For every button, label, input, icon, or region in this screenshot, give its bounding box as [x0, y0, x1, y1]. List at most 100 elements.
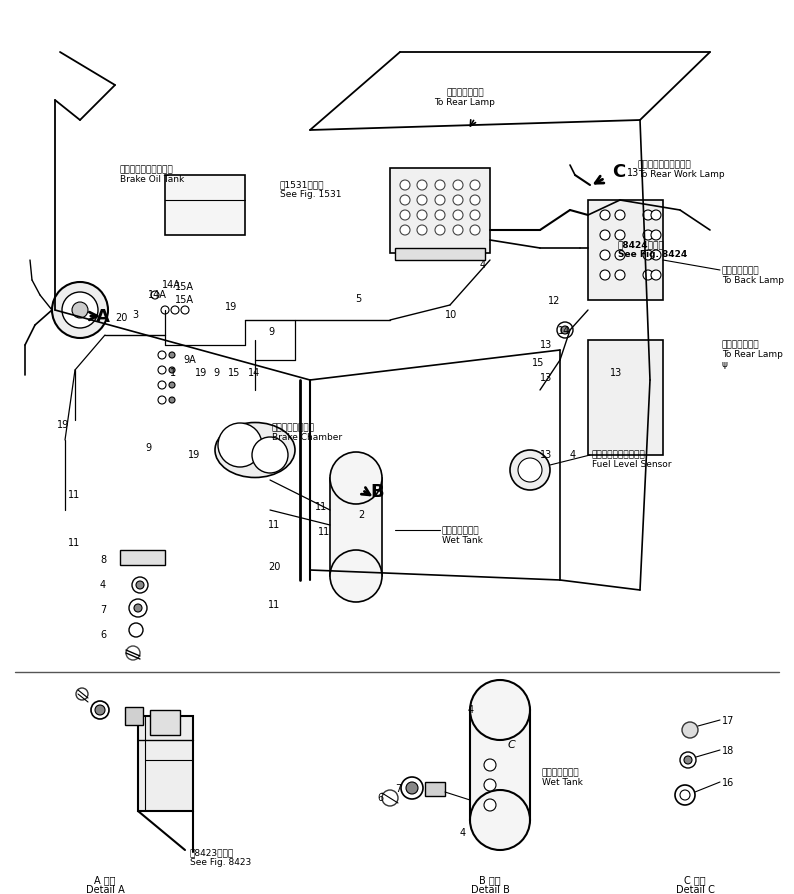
Text: 7: 7 [395, 784, 401, 794]
Circle shape [557, 322, 573, 338]
Circle shape [158, 396, 166, 404]
Circle shape [161, 306, 169, 314]
Circle shape [470, 680, 530, 740]
Circle shape [62, 292, 98, 328]
Circle shape [651, 210, 661, 220]
Text: 13: 13 [540, 340, 553, 350]
Text: Detail A: Detail A [86, 885, 125, 894]
Circle shape [134, 604, 142, 612]
Circle shape [136, 581, 144, 589]
Text: 11: 11 [268, 600, 280, 610]
Circle shape [600, 250, 610, 260]
Circle shape [169, 352, 175, 358]
Text: 14A: 14A [162, 280, 181, 290]
Circle shape [169, 382, 175, 388]
Text: ウェットタンク: ウェットタンク [542, 768, 580, 777]
Text: 20: 20 [115, 313, 127, 323]
Text: 14: 14 [558, 326, 570, 336]
Text: 4: 4 [468, 705, 474, 715]
Circle shape [129, 599, 147, 617]
Text: 9: 9 [145, 443, 151, 453]
Text: A: A [96, 308, 110, 326]
Text: Brake Chamber: Brake Chamber [272, 433, 342, 442]
Text: Detail B: Detail B [471, 885, 510, 894]
Circle shape [91, 701, 109, 719]
Text: フュエルレベルセンサ: フュエルレベルセンサ [592, 450, 646, 459]
Bar [150, 710, 180, 735]
Text: 2: 2 [358, 510, 364, 520]
Text: 11: 11 [315, 502, 327, 512]
Text: C 詳細: C 詳細 [684, 875, 706, 885]
Circle shape [169, 397, 175, 403]
Circle shape [561, 326, 569, 334]
Text: 15A: 15A [175, 295, 194, 305]
Text: Brake Oil Tank: Brake Oil Tank [120, 175, 184, 184]
Circle shape [400, 195, 410, 205]
Text: 11: 11 [318, 527, 330, 537]
Text: 16: 16 [722, 778, 734, 788]
Text: 14A: 14A [148, 290, 167, 300]
Circle shape [169, 367, 175, 373]
Text: 第8424図参照: 第8424図参照 [618, 240, 665, 249]
Circle shape [680, 752, 696, 768]
Circle shape [453, 180, 463, 190]
Circle shape [680, 790, 690, 800]
Text: B 詳細: B 詳細 [480, 875, 501, 885]
Circle shape [95, 705, 105, 715]
Text: 6: 6 [100, 630, 106, 640]
Text: ブレーキチャンバ: ブレーキチャンバ [272, 423, 315, 432]
Circle shape [76, 688, 88, 700]
Circle shape [470, 210, 480, 220]
Circle shape [643, 270, 653, 280]
Circle shape [52, 282, 108, 338]
Circle shape [171, 306, 179, 314]
Text: 9: 9 [213, 368, 219, 378]
Bar [125, 707, 143, 725]
Circle shape [470, 790, 530, 850]
Circle shape [218, 423, 262, 467]
Text: 6: 6 [377, 793, 384, 803]
Circle shape [132, 577, 148, 593]
Circle shape [400, 180, 410, 190]
Bar [120, 550, 165, 565]
Bar [138, 716, 193, 811]
Text: 11: 11 [68, 490, 80, 500]
Circle shape [470, 180, 480, 190]
Circle shape [129, 623, 143, 637]
Bar [165, 175, 245, 235]
Text: 3: 3 [132, 310, 138, 320]
Circle shape [435, 195, 445, 205]
Text: 13: 13 [540, 373, 553, 383]
Circle shape [435, 180, 445, 190]
Text: リヤーワークランプへ: リヤーワークランプへ [638, 160, 692, 169]
Text: 19: 19 [188, 450, 200, 460]
Circle shape [615, 270, 625, 280]
Circle shape [643, 210, 653, 220]
Text: A 詳細: A 詳細 [94, 875, 116, 885]
Text: See Fig. 8424: See Fig. 8424 [618, 250, 688, 259]
Text: バックランプへ: バックランプへ [722, 266, 760, 275]
Circle shape [151, 291, 159, 299]
Text: 第1531図参照: 第1531図参照 [280, 180, 325, 189]
Circle shape [651, 230, 661, 240]
Circle shape [453, 225, 463, 235]
Text: 15: 15 [228, 368, 241, 378]
Circle shape [600, 210, 610, 220]
Text: 13: 13 [540, 450, 553, 460]
Circle shape [330, 550, 382, 602]
Circle shape [417, 195, 427, 205]
Circle shape [470, 225, 480, 235]
Text: Wet Tank: Wet Tank [442, 536, 483, 545]
Circle shape [400, 210, 410, 220]
Text: 第8423図参照: 第8423図参照 [190, 848, 234, 857]
Bar [390, 168, 490, 253]
Circle shape [453, 195, 463, 205]
Text: 19: 19 [225, 302, 237, 312]
Text: See Fig. 1531: See Fig. 1531 [280, 190, 341, 199]
Circle shape [435, 225, 445, 235]
Circle shape [600, 270, 610, 280]
Text: 5: 5 [355, 294, 361, 304]
Text: 13: 13 [627, 168, 639, 178]
Bar [395, 248, 485, 260]
Circle shape [417, 225, 427, 235]
